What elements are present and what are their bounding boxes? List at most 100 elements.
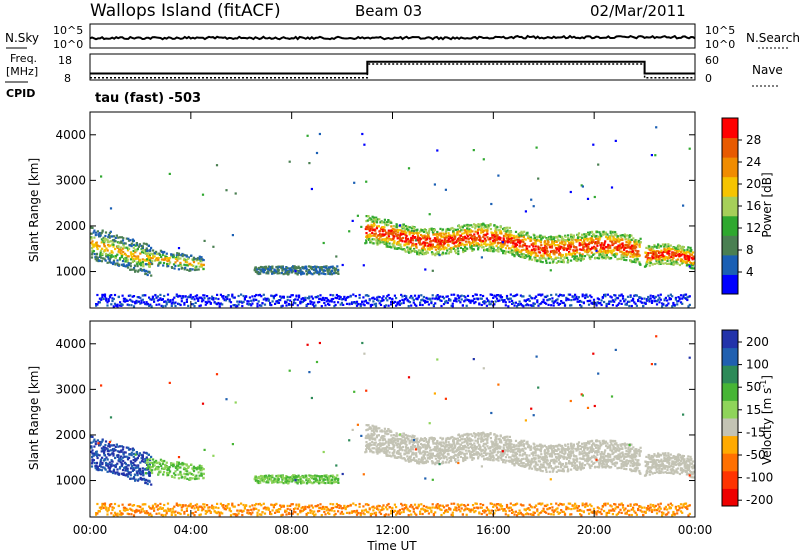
power-echo (587, 247, 590, 250)
power-echo (545, 242, 548, 246)
power-speckle (363, 143, 366, 146)
power-echo (687, 256, 691, 260)
power-echo (630, 252, 633, 255)
power-echo (624, 243, 627, 247)
velocity-echo (137, 454, 140, 457)
power-near-echo (664, 296, 667, 299)
power-ytick-label: 2000 (55, 219, 86, 233)
power-near-echo (238, 300, 241, 303)
velocity-echo (122, 453, 125, 456)
power-speckle (212, 245, 215, 248)
power-echo (620, 253, 623, 257)
power-echo (452, 242, 456, 245)
power-echo (432, 239, 435, 242)
velocity-echo (141, 454, 144, 457)
power-echo (111, 239, 115, 242)
power-echo (660, 245, 663, 248)
power-colorbar-cell (722, 196, 738, 217)
power-near-echo (253, 295, 257, 298)
power-near-echo (413, 303, 417, 306)
power-echo (452, 247, 455, 250)
power-echo (531, 258, 534, 261)
power-speckle (294, 270, 297, 273)
power-near-echo (131, 300, 134, 303)
power-echo (614, 255, 617, 258)
power-echo (417, 249, 420, 252)
power-near-echo (536, 299, 539, 302)
power-echo (462, 250, 465, 254)
power-echo (370, 218, 373, 221)
power-echo (91, 240, 94, 243)
power-near-echo (281, 295, 284, 298)
power-echo (583, 240, 586, 243)
power-echo (474, 230, 477, 233)
power-echo (430, 240, 433, 243)
power-echo (633, 245, 636, 248)
power-near-echo (369, 305, 372, 308)
power-near-echo (658, 301, 661, 304)
power-near-echo (362, 303, 365, 306)
velocity-echo (305, 482, 308, 485)
power-echo (423, 248, 426, 251)
power-echo (591, 239, 594, 242)
power-near-echo (240, 293, 243, 296)
power-echo (448, 240, 451, 243)
power-near-echo (441, 295, 444, 298)
power-near-echo (173, 302, 176, 305)
power-near-echo (334, 296, 337, 299)
power-echo (615, 248, 618, 251)
power-near-echo (562, 294, 565, 297)
power-echo (262, 271, 265, 274)
velocity-echo (275, 474, 278, 478)
power-echo (100, 232, 103, 235)
velocity-echo (366, 446, 369, 449)
velocity-echo (118, 445, 121, 448)
power-echo (270, 270, 273, 273)
power-echo (415, 230, 419, 233)
power-echo (633, 244, 637, 247)
velocity-echo (157, 465, 160, 468)
power-echo (183, 268, 186, 271)
power-echo (486, 224, 489, 227)
power-near-echo (473, 297, 476, 300)
velocity-echo (200, 467, 203, 470)
power-echo (555, 251, 558, 254)
velocity-echo (296, 475, 299, 478)
power-echo (470, 247, 473, 250)
power-near-echo (492, 296, 495, 299)
power-echo (474, 224, 477, 227)
velocity-echo (176, 468, 179, 471)
velocity-echo (175, 463, 178, 466)
power-echo (523, 230, 526, 233)
power-near-echo (458, 296, 461, 299)
power-echo (542, 247, 545, 250)
power-speckle (168, 172, 171, 175)
power-echo (638, 245, 641, 248)
power-near-echo (613, 300, 616, 303)
velocity-echo (325, 475, 328, 478)
power-near-echo (429, 297, 432, 300)
velocity-echo (296, 482, 299, 485)
velocity-echo (114, 465, 117, 468)
power-echo (459, 241, 462, 244)
power-echo (404, 232, 407, 235)
power-near-echo (474, 293, 477, 296)
site-title: Wallops Island (fitACF) (90, 1, 281, 21)
power-echo (601, 257, 604, 260)
power-near-echo (576, 298, 579, 301)
power-echo (569, 248, 572, 251)
power-echo (543, 235, 546, 238)
power-echo (277, 269, 280, 272)
velocity-echo (370, 427, 373, 430)
power-near-echo (505, 297, 509, 300)
velocity-echo (101, 461, 104, 465)
power-near-echo (528, 294, 531, 297)
power-speckle (501, 241, 504, 244)
velocity-echo (145, 481, 148, 484)
power-echo (656, 258, 659, 261)
power-echo (550, 244, 553, 247)
velocity-echo (200, 465, 203, 468)
power-echo (104, 249, 107, 252)
velocity-echo (93, 445, 96, 448)
velocity-echo (105, 462, 108, 465)
